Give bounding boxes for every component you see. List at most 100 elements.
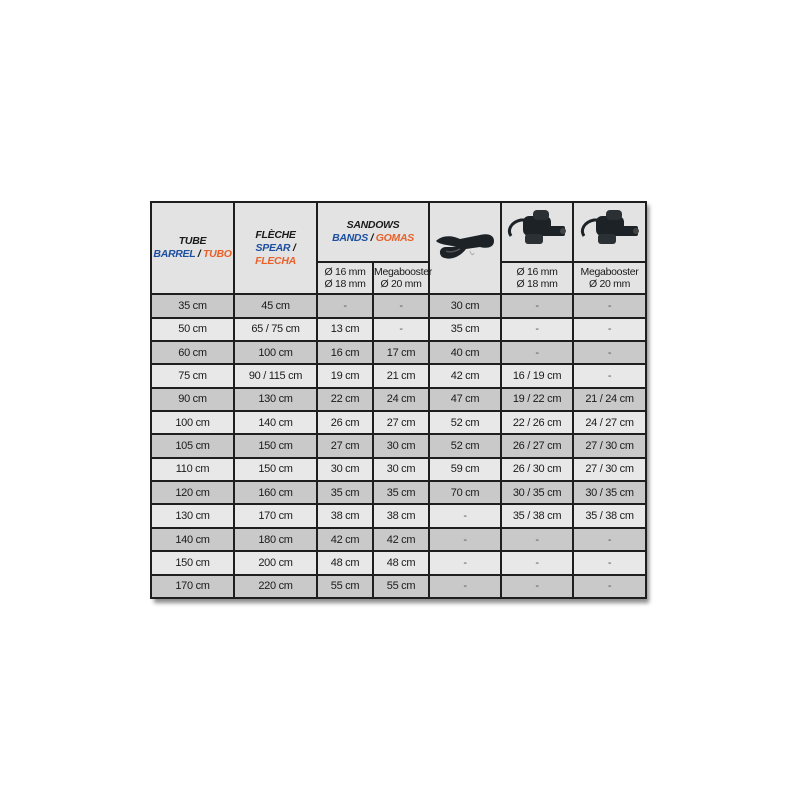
table-cell: 90 / 115 cm (233, 363, 318, 389)
table-cell: - (371, 316, 431, 343)
header-tube: TUBE BARREL / TUBO (150, 200, 235, 296)
table-cell: 100 cm (233, 340, 318, 366)
table-cell: 35 / 38 cm (500, 503, 575, 529)
table-cell: 27 cm (371, 410, 431, 436)
sandow-sub-megabooster: Megabooster Ø 20 mm (371, 260, 432, 296)
table-row: 100 cm 140 cm 26 cm 27 cm 52 cm 22 / 26 cm 24 … (150, 410, 648, 436)
table-row: 120 cm 160 cm 35 cm 35 cm 70 cm 30 / 35 cm 30 … (150, 480, 648, 506)
table-cell: - (428, 503, 503, 529)
table-cell: 27 cm (316, 433, 374, 459)
sub-line: Megabooster (374, 266, 432, 279)
slider-icon (580, 210, 639, 245)
table-cell: 48 cm (316, 550, 374, 576)
table-cell: 180 cm (233, 526, 318, 553)
table-cell: 16 cm (316, 340, 374, 366)
table-cell: 35 cm (316, 480, 374, 506)
table-cell: - (500, 526, 575, 553)
table-cell: 30 cm (316, 456, 374, 483)
header-sandows: SANDOWS BANDS / GOMAS (315, 201, 431, 263)
fleche-title: FLÈCHE (255, 228, 296, 241)
table-cell: 65 / 75 cm (233, 316, 318, 343)
table-cell: 150 cm (233, 456, 318, 483)
sandows-en: BANDS (332, 231, 368, 244)
table-cell: 100 cm (150, 410, 235, 436)
table-cell: 140 cm (233, 410, 318, 436)
header-fleche: FLÈCHE SPEAR / FLECHA (233, 200, 318, 296)
table-cell: - (428, 573, 503, 600)
table-cell: 35 cm (428, 316, 503, 343)
table-row: 35 cm 45 cm - -30 cm - - (150, 293, 648, 319)
table-cell: - (500, 316, 575, 343)
table-cell: 19 cm (316, 363, 374, 389)
table-cell: 22 cm (316, 386, 374, 413)
table-cell: 35 / 38 cm (572, 503, 648, 529)
sub-line: Megabooster (580, 266, 639, 279)
table-cell: - (428, 526, 503, 553)
tube-en: BARREL (153, 248, 196, 261)
slider-icon (507, 210, 567, 245)
table-cell: 120 cm (150, 480, 235, 506)
table-cell: 21 cm (371, 363, 431, 389)
separator: / (292, 241, 296, 254)
table-cell: 52 cm (428, 410, 503, 436)
table-cell: 27 / 30 cm (572, 456, 648, 483)
table-cell: 170 cm (150, 573, 235, 600)
size-table: TUBE BARREL / TUBO FLÈCHE SPEAR / FLECHA… (150, 200, 648, 600)
slider-sub-16-18: Ø 16 mm Ø 18 mm (500, 260, 575, 296)
table-cell: 38 cm (371, 503, 431, 529)
table-cell: 52 cm (428, 433, 503, 459)
table-cell: 38 cm (316, 503, 374, 529)
table-cell: 150 cm (150, 550, 235, 576)
table-row: 130 cm 170 cm 38 cm 38 cm -35 / 38 cm 35 / 38… (150, 503, 648, 529)
table-cell: - (428, 550, 503, 576)
fleche-es: FLECHA (255, 254, 296, 267)
table-cell: - (572, 340, 648, 366)
table-cell: 30 / 35 cm (572, 480, 648, 506)
table-cell: - (316, 293, 374, 319)
table-cell: - (500, 293, 575, 319)
table-cell: 27 / 30 cm (572, 433, 648, 459)
table-cell: 42 cm (371, 526, 431, 553)
table-cell: - (371, 293, 431, 319)
header-slider-1 (500, 201, 575, 263)
table-cell: 59 cm (428, 456, 503, 483)
table-cell: - (500, 573, 575, 600)
table-cell: 130 cm (150, 503, 235, 529)
table-cell: 30 cm (371, 456, 431, 483)
table-cell: 170 cm (233, 503, 318, 529)
table-cell: 105 cm (150, 433, 235, 459)
table-cell: - (500, 550, 575, 576)
sub-line: Ø 18 mm (516, 278, 558, 291)
table-cell: 16 / 19 cm (500, 363, 575, 389)
table-cell: 30 cm (371, 433, 431, 459)
size-chart: TUBE BARREL / TUBO FLÈCHE SPEAR / FLECHA… (150, 200, 648, 600)
table-cell: 17 cm (371, 340, 431, 366)
table-cell: 110 cm (150, 456, 235, 483)
table-cell: 60 cm (150, 340, 235, 366)
table-cell: 160 cm (233, 480, 318, 506)
table-cell: 50 cm (150, 316, 235, 343)
table-cell: - (572, 526, 648, 553)
table-cell: 70 cm (428, 480, 503, 506)
table-cell: 48 cm (371, 550, 431, 576)
table-cell: 40 cm (428, 340, 503, 366)
table-row: 50 cm 65 / 75 cm 13 cm -35 cm - - (150, 316, 648, 343)
tube-title: TUBE (178, 235, 207, 248)
table-cell: 220 cm (233, 573, 318, 600)
sub-line: Ø 20 mm (380, 278, 422, 291)
table-cell: 200 cm (233, 550, 318, 576)
table-cell: 26 / 30 cm (500, 456, 575, 483)
slider-sub-megabooster: Megabooster Ø 20 mm (572, 260, 648, 296)
table-cell: 55 cm (316, 573, 374, 600)
table-row: 75 cm 90 / 115 cm 19 cm 21 cm 42 cm 16 / 19 c… (150, 363, 648, 389)
sub-line: Ø 16 mm (516, 266, 558, 279)
table-cell: - (572, 316, 648, 343)
sub-line: Ø 18 mm (324, 278, 366, 291)
table-cell: 30 cm (428, 293, 503, 319)
table-cell: - (572, 293, 648, 319)
fleche-en: SPEAR (255, 241, 291, 254)
table-cell: 13 cm (316, 316, 374, 343)
table-cell: 35 cm (371, 480, 431, 506)
table-cell: 45 cm (233, 293, 318, 319)
table-cell: 30 / 35 cm (500, 480, 575, 506)
